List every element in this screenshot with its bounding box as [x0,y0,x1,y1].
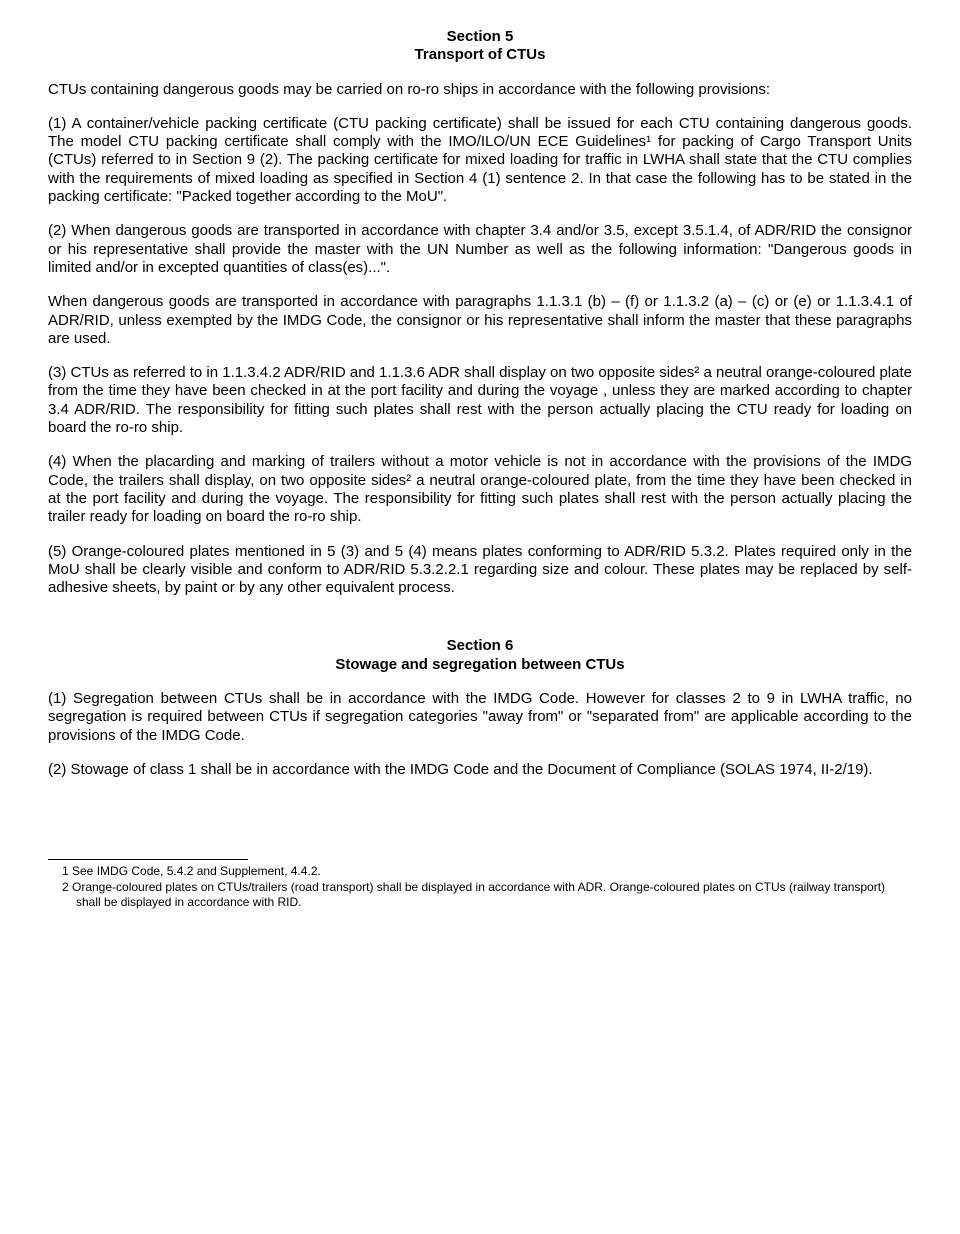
footnote-2: 2 Orange-coloured plates on CTUs/trailer… [48,880,912,910]
section6-title-line2: Stowage and segregation between CTUs [48,656,912,674]
section5-title-line2: Transport of CTUs [48,46,912,64]
section5-title-line1: Section 5 [48,28,912,46]
section5-intro: CTUs containing dangerous goods may be c… [48,81,912,99]
section5-p5: (5) Orange-coloured plates mentioned in … [48,543,912,598]
section5-p3: (3) CTUs as referred to in 1.1.3.4.2 ADR… [48,364,912,437]
section6-title-line1: Section 6 [48,637,912,655]
section6-p1: (1) Segregation between CTUs shall be in… [48,690,912,745]
section5-p4: (4) When the placarding and marking of t… [48,453,912,526]
footnote-1: 1 See IMDG Code, 5.4.2 and Supplement, 4… [48,864,912,879]
section5-p2: (2) When dangerous goods are transported… [48,222,912,277]
section6-p2: (2) Stowage of class 1 shall be in accor… [48,761,912,779]
section5-heading: Section 5 Transport of CTUs [48,28,912,65]
footnotes: 1 See IMDG Code, 5.4.2 and Supplement, 4… [48,859,912,910]
section6-heading: Section 6 Stowage and segregation betwee… [48,637,912,674]
section5-p1: (1) A container/vehicle packing certific… [48,115,912,206]
footnote-rule [48,859,248,860]
section5-p2b: When dangerous goods are transported in … [48,293,912,348]
